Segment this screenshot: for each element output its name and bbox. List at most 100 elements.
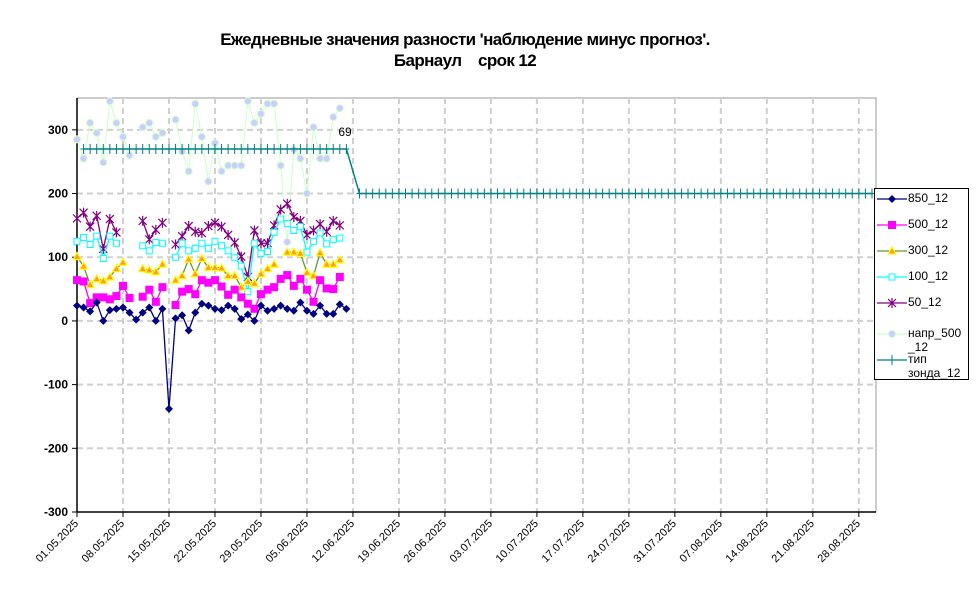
plus-marker [310,143,317,154]
circle-marker [237,161,246,170]
plus-marker [665,188,672,199]
legend-label: тип зонда_12 [908,352,961,380]
circle-marker [250,118,259,127]
plus-marker [152,143,159,154]
triangle-marker [886,245,898,255]
hollow-square-marker [277,215,285,223]
plus-marker [737,188,744,199]
diamond-marker [204,301,213,310]
hollow-square-marker [191,244,199,252]
plus-marker [113,143,120,154]
square-marker [178,287,187,296]
plus-marker [842,188,849,199]
plus-marker [560,188,567,199]
diamond-marker [316,301,325,310]
y-tick-label: -100 [44,378,68,392]
plus-marker [809,188,816,199]
plus-marker [303,143,310,154]
circle-marker [171,115,180,124]
plus-marker [855,188,862,199]
circle-marker [73,135,81,144]
plus-marker [264,143,271,154]
plus-marker [106,143,113,154]
star-marker [92,210,102,221]
legend-swatch [877,330,907,338]
hollow-square-marker [303,248,311,256]
circle-marker [79,154,88,163]
circle-marker [191,99,200,108]
x-tick-label: 14.08.2025 [724,518,771,565]
plus-marker [198,143,205,154]
triangle-marker [170,274,181,284]
diamond-marker [118,303,127,312]
diamond-marker [86,307,95,316]
data-label: 69 [338,125,352,139]
plus-marker [343,143,350,154]
square-marker [99,293,108,302]
square-marker [92,293,101,302]
diamond-marker [270,304,279,313]
square-marker [302,285,311,294]
plus-marker [711,188,718,199]
diamond-marker [283,304,292,313]
hollow-square-marker [185,247,193,255]
star-marker [177,231,187,242]
legend-swatch [877,245,907,255]
hollow-square-marker [204,244,212,252]
triangle-marker [321,259,332,268]
circle-marker [888,330,896,338]
plus-marker [757,188,764,199]
hollow-square-marker [283,219,291,227]
diamond-marker [250,316,259,325]
plus-marker [514,188,521,199]
plus-marker [159,143,166,154]
diamond-marker [335,300,344,309]
legend-label: 850_12 [908,191,949,205]
series-line [175,257,275,289]
plus-marker [685,188,692,199]
plus-marker [868,188,875,199]
plus-marker [330,143,337,154]
series-line [175,101,341,242]
plus-marker [803,188,810,199]
triangle-marker [216,262,227,272]
chart-title: Ежедневные значения разности 'наблюдение… [220,30,710,49]
hollow-square-marker [106,232,114,240]
square-marker [329,285,338,294]
circle-marker [92,129,101,138]
circle-marker [230,161,239,170]
circle-marker [322,154,331,163]
square-marker [250,304,259,313]
plus-marker [218,143,225,154]
triangle-marker [229,270,240,280]
diamond-marker [342,304,351,313]
plus-marker [599,188,606,199]
legend-swatch [877,355,907,365]
diamond-marker [302,306,311,315]
triangle-marker [157,259,168,268]
plus-marker [790,188,797,199]
triangle-marker [117,257,129,266]
y-tick-label: -200 [44,441,68,455]
star-marker [249,225,259,236]
diamond-marker [237,315,246,324]
plus-marker [231,143,238,154]
star-marker [157,217,167,228]
plus-marker [836,188,843,199]
plus-marker [448,188,455,199]
plus-marker [205,143,212,154]
y-tick-label: 300 [48,123,68,137]
hollow-square-marker [73,237,81,245]
triangle-marker [223,270,234,280]
triangle-marker [209,262,221,272]
legend-swatch [877,298,907,308]
triangle-marker [308,270,319,280]
square-marker [118,281,127,290]
plus-marker [126,143,133,154]
plus-marker [435,188,442,199]
plus-marker [461,188,468,199]
y-tick-label: 200 [48,187,68,201]
square-marker [316,276,325,285]
circle-marker [243,97,252,106]
diamond-marker [210,304,219,313]
